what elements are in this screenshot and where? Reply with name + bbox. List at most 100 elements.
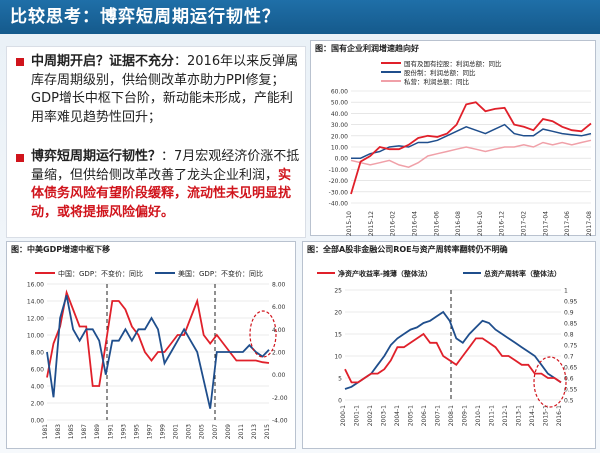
page-title: 比较思考：博弈短周期运行韧性？ bbox=[0, 0, 600, 34]
y2-tick-label: 0.55 bbox=[564, 387, 578, 394]
x-tick-label: 2006-1 bbox=[421, 405, 428, 426]
highlight-circle bbox=[249, 310, 277, 358]
y-tick-label: 0.00 bbox=[335, 156, 349, 163]
x-tick-label: 2000-1 bbox=[340, 405, 347, 426]
y-tick-label: -30.00 bbox=[329, 189, 349, 196]
x-tick-label: 1987 bbox=[81, 424, 88, 439]
y-tick-label: 15 bbox=[334, 332, 342, 339]
x-tick-label: 1985 bbox=[68, 424, 75, 439]
y-tick-label: 40.00 bbox=[331, 111, 348, 118]
x-tick-label: 2016-08 bbox=[455, 211, 462, 236]
y-tick-label: 8.00 bbox=[31, 350, 45, 357]
paragraph-head: 中周期开启？证据不充分 bbox=[31, 54, 175, 69]
y-tick-label: 10.00 bbox=[27, 333, 44, 340]
x-tick-label: 2015-1 bbox=[543, 405, 550, 426]
y2-tick-label: 8.00 bbox=[272, 282, 286, 289]
text-panel: 中周期开启？证据不充分：2016年以来反弹属库存周期级别，供给侧改革亦助力PPI… bbox=[6, 46, 306, 238]
y2-tick-label: -2.00 bbox=[272, 395, 288, 402]
y2-tick-label: 0.95 bbox=[564, 299, 578, 306]
y-tick-label: 16.00 bbox=[27, 282, 44, 289]
x-tick-label: 2015-12 bbox=[368, 211, 375, 236]
x-tick-label: 2009 bbox=[225, 424, 232, 439]
y-tick-label: 50.00 bbox=[331, 100, 348, 107]
y-tick-label: 25 bbox=[334, 288, 342, 295]
chart-title: 图：国有企业利润增速趋向好 bbox=[315, 44, 419, 53]
x-tick-label: 2016-12 bbox=[499, 211, 506, 236]
y-tick-label: 60.00 bbox=[331, 89, 348, 96]
x-tick-label: 2007-1 bbox=[435, 405, 442, 426]
y-tick-label: 5 bbox=[338, 376, 342, 383]
y2-tick-label: 0.85 bbox=[564, 321, 578, 328]
y2-tick-label: 6.00 bbox=[272, 304, 286, 311]
y-tick-label: -20.00 bbox=[329, 178, 349, 185]
y2-tick-label: 0.5 bbox=[564, 398, 574, 405]
legend-label: 净资产收益率-摊薄（整体法） bbox=[338, 269, 432, 278]
x-tick-label: 2008-1 bbox=[448, 405, 455, 426]
x-tick-label: 2016-1 bbox=[556, 405, 563, 426]
legend-label: 中国：GDP：不变价：同比 bbox=[58, 269, 143, 278]
x-tick-label: 2011-1 bbox=[489, 405, 496, 426]
x-tick-label: 1993 bbox=[120, 424, 127, 439]
x-tick-label: 2005 bbox=[199, 424, 206, 439]
y-tick-label: 20 bbox=[334, 310, 342, 317]
x-tick-label: 1981 bbox=[42, 424, 49, 439]
y-tick-label: 10 bbox=[334, 354, 342, 361]
paragraph-short-cycle: 博弈短周期运行韧性？：7月宏观经济价涨不抵量缩，但供给侧改革改善了龙头企业利润，… bbox=[31, 148, 301, 222]
y-tick-label: 14.00 bbox=[27, 299, 44, 306]
y2-tick-label: 0.7 bbox=[564, 354, 574, 361]
x-tick-label: 2014-1 bbox=[529, 405, 536, 426]
legend-label: 股份制：利润总额：同比 bbox=[404, 68, 476, 77]
x-tick-label: 2016-10 bbox=[477, 211, 484, 236]
y2-tick-label: 0.9 bbox=[564, 310, 574, 317]
y-tick-label: -10.00 bbox=[329, 167, 349, 174]
x-tick-label: 1989 bbox=[94, 424, 101, 439]
chart-roe-turnover: 图：全部A股非金融公司ROE与资产周转率翻转仍不明确 25 20 15 10 5 0 1 0… bbox=[302, 241, 596, 449]
series-line-china bbox=[46, 289, 270, 387]
y2-tick-label: 0.8 bbox=[564, 332, 574, 339]
y-tick-label: 30.00 bbox=[331, 122, 348, 129]
x-tick-label: 2001-1 bbox=[354, 405, 361, 426]
x-tick-label: 1995 bbox=[133, 424, 140, 439]
x-tick-label: 1983 bbox=[55, 424, 62, 439]
x-tick-label: 2016-04 bbox=[411, 211, 418, 236]
x-tick-label: 2001 bbox=[173, 424, 180, 439]
x-tick-label: 1991 bbox=[107, 424, 114, 439]
bullet-marker bbox=[16, 154, 24, 162]
x-tick-label: 2017-06 bbox=[564, 211, 571, 236]
x-tick-label: 2012-1 bbox=[502, 405, 509, 426]
series-line-state-owned bbox=[350, 101, 592, 195]
x-tick-label: 2015 bbox=[264, 424, 271, 439]
y-tick-label: 12.00 bbox=[27, 316, 44, 323]
x-tick-label: 2013 bbox=[251, 424, 258, 439]
x-tick-label: 2017-08 bbox=[586, 211, 593, 236]
paragraph-body: ：2016年以来反弹属库存周期级别，供给侧改革亦助力PPI修复；GDP增长中枢下… bbox=[31, 54, 299, 125]
x-tick-label: 2013-1 bbox=[516, 405, 523, 426]
legend-label: 私营：利润总额：同比 bbox=[404, 77, 470, 86]
x-tick-label: 2003-1 bbox=[381, 405, 388, 426]
bullet-marker bbox=[16, 58, 24, 66]
paragraph-mid-cycle: 中周期开启？证据不充分：2016年以来反弹属库存周期级别，供给侧改革亦助力PPI… bbox=[31, 53, 301, 127]
y-tick-label: 0.00 bbox=[31, 418, 45, 425]
x-tick-label: 2011 bbox=[238, 424, 245, 439]
y2-tick-label: -4.00 bbox=[272, 418, 288, 425]
y2-tick-label: 0.6 bbox=[564, 376, 574, 383]
y-tick-label: 10.00 bbox=[331, 145, 348, 152]
y2-tick-label: 2.00 bbox=[272, 350, 286, 357]
y-tick-label: 6.00 bbox=[31, 367, 45, 374]
series-line-private bbox=[350, 139, 592, 168]
x-tick-label: 2007 bbox=[212, 424, 219, 439]
x-tick-label: 2017-04 bbox=[542, 211, 549, 236]
legend-label: 美国：GDP：不变价：同比 bbox=[178, 269, 263, 278]
paragraph-body: ：7月宏观经济价涨不抵量缩，但供给侧改革改善了龙头企业利润， bbox=[31, 149, 300, 183]
y-tick-label: 20.00 bbox=[331, 133, 348, 140]
y2-tick-label: 0.00 bbox=[272, 372, 286, 379]
series-line-usa bbox=[46, 295, 270, 409]
x-tick-label: 2004-1 bbox=[394, 405, 401, 426]
chart-title: 图：中美GDP增速中枢下移 bbox=[11, 245, 111, 254]
x-tick-label: 1999 bbox=[160, 424, 167, 439]
paragraph-head: 博弈短周期运行韧性？ bbox=[31, 149, 162, 164]
x-tick-label: 2016-06 bbox=[433, 211, 440, 236]
x-tick-label: 2017-02 bbox=[521, 211, 528, 236]
paragraph-highlight: 实体债务风险有望阶段缓释，流动性未见明显扰动，或将提振风险偏好。 bbox=[31, 167, 292, 220]
y2-tick-label: 1 bbox=[564, 288, 568, 295]
